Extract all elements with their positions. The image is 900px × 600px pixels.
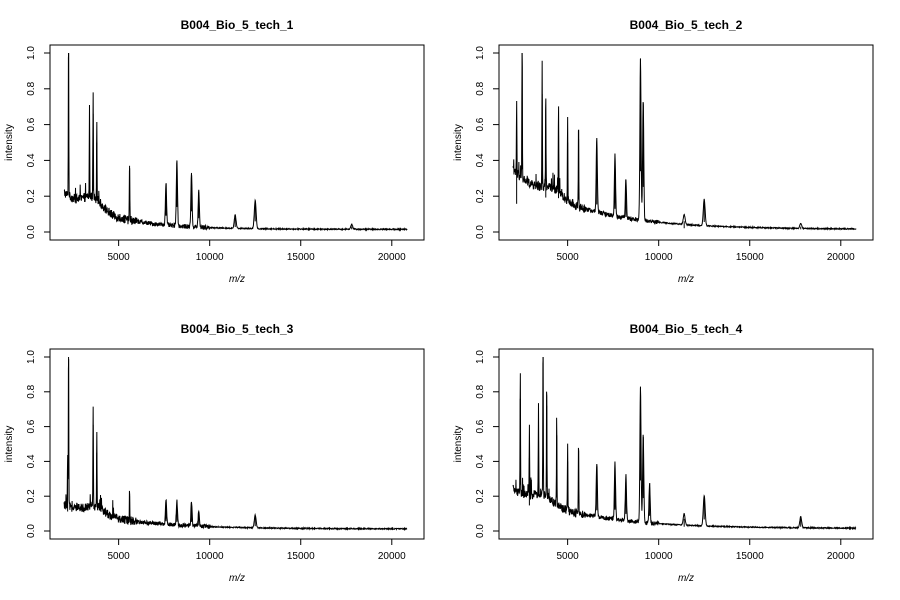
spectrum-line	[512, 356, 857, 531]
x-tick-label: 20000	[827, 551, 855, 562]
chart-panel-3: B004_Bio_5_tech_3 5000 10000 15000 20000 0.0 0…	[4, 322, 425, 584]
y-tick-label: 0.8	[475, 81, 486, 95]
y-tick-label: 0.4	[26, 153, 37, 167]
y-tick-label: 1.0	[26, 350, 37, 364]
x-axis-label: m/z	[229, 274, 245, 285]
x-tick-label: 10000	[645, 252, 673, 263]
x-tick-label: 5000	[557, 252, 580, 263]
x-tick-label: 20000	[378, 252, 406, 263]
y-tick-label: 1.0	[475, 46, 486, 60]
x-tick-label: 15000	[736, 551, 764, 562]
y-tick-label: 0.0	[475, 225, 486, 239]
x-tick-label: 10000	[196, 252, 224, 263]
chart-panel-2: B004_Bio_5_tech_2 5000 10000 15000 20000 0.0 0…	[453, 18, 874, 285]
x-tick-label: 20000	[827, 252, 855, 263]
y-tick-label: 0.8	[26, 384, 37, 398]
plot-frame	[498, 348, 874, 540]
x-tick-label: 15000	[287, 551, 315, 562]
plot-frame	[49, 44, 425, 241]
y-tick-label: 0.2	[26, 189, 37, 203]
y-tick-label: 0.2	[475, 189, 486, 203]
y-tick-label: 0.2	[26, 489, 37, 503]
y-tick-label: 0.4	[26, 454, 37, 468]
x-tick-label: 20000	[378, 551, 406, 562]
x-axis-label: m/z	[229, 573, 245, 584]
chart-panel-1: B004_Bio_5_tech_1 5000 10000 15000 20000 0.0 0…	[4, 18, 425, 285]
y-tick-label: 0.2	[475, 489, 486, 503]
chart-title: B004_Bio_5_tech_2	[630, 18, 743, 32]
y-axis-label: intensity	[453, 426, 464, 463]
x-tick-label: 10000	[196, 551, 224, 562]
y-tick-label: 0.6	[26, 419, 37, 433]
spectrum-line	[512, 52, 857, 231]
chart-title: B004_Bio_5_tech_1	[181, 18, 294, 32]
y-tick-label: 0.4	[475, 153, 486, 167]
spectrum-line	[63, 359, 408, 531]
y-tick-label: 0.6	[475, 419, 486, 433]
y-axis-label: intensity	[4, 124, 15, 161]
y-tick-label: 0.6	[26, 117, 37, 131]
x-tick-label: 5000	[108, 551, 131, 562]
x-axis-label: m/z	[678, 573, 694, 584]
chart-title: B004_Bio_5_tech_4	[630, 322, 743, 336]
y-tick-label: 0.6	[475, 117, 486, 131]
x-tick-label: 15000	[287, 252, 315, 263]
y-tick-label: 0.8	[475, 384, 486, 398]
y-tick-label: 1.0	[475, 350, 486, 364]
chart-title: B004_Bio_5_tech_3	[181, 322, 294, 336]
plot-frame	[498, 44, 874, 241]
chart-panel-4: B004_Bio_5_tech_4 5000 10000 15000 20000 0.0 0…	[453, 322, 874, 584]
x-axis-label: m/z	[678, 274, 694, 285]
y-tick-label: 0.4	[475, 454, 486, 468]
y-tick-label: 0.0	[475, 524, 486, 538]
spectrum-line	[63, 52, 408, 232]
x-tick-label: 15000	[736, 252, 764, 263]
x-tick-label: 5000	[557, 551, 580, 562]
y-tick-label: 0.0	[26, 524, 37, 538]
y-tick-label: 1.0	[26, 46, 37, 60]
y-tick-label: 0.0	[26, 225, 37, 239]
plot-frame	[49, 348, 425, 540]
y-axis-label: intensity	[4, 426, 15, 463]
y-axis-label: intensity	[453, 124, 464, 161]
y-tick-label: 0.8	[26, 81, 37, 95]
x-tick-label: 10000	[645, 551, 673, 562]
x-tick-label: 5000	[108, 252, 131, 263]
